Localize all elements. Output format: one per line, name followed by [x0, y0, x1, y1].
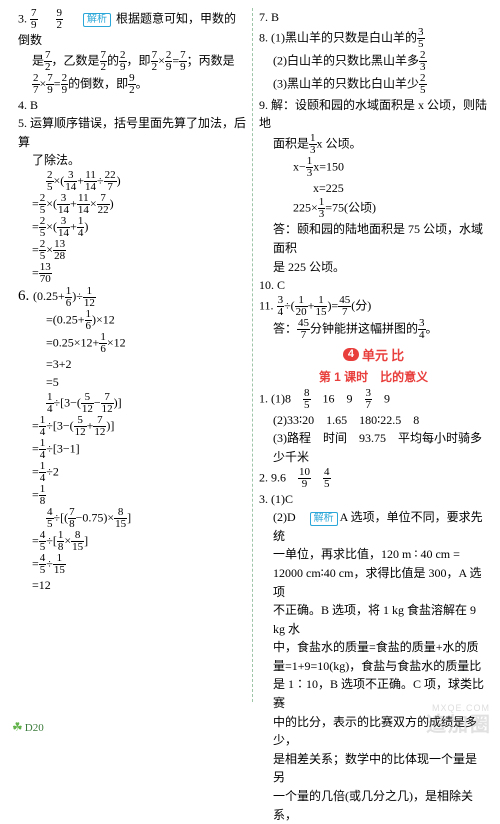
q6-a5: =5	[18, 373, 246, 392]
r-q3-l6: 中，食盐水的质量=食盐的质量+水的质	[259, 638, 488, 657]
r-q3-l10: 是相差关系；数学中的比体现一个量是另	[259, 750, 488, 787]
q10: 10. C	[259, 276, 488, 295]
q6-c4: =12	[18, 576, 246, 595]
q5-s1: 25×(314+1114÷227)	[18, 170, 246, 193]
q5-s2: =25×(314+1114×722)	[18, 193, 246, 216]
q9-l3: 答：颐和园的陆地面积是 75 公顷，水域面积	[259, 220, 488, 257]
q5-s3: =25×(314+14)	[18, 216, 246, 239]
q5-l1: 5. 运算顺序错误，括号里面先算了加法，后算	[18, 114, 246, 151]
footer: ☘ D20	[12, 720, 44, 735]
r-q1-l4: 少千米	[259, 448, 488, 467]
q5-s4: =25×1328	[18, 239, 246, 262]
q9-s1: x−13x=150	[259, 156, 488, 179]
q7: 7. B	[259, 8, 488, 27]
q3-l2: 是72，乙数是72的29，即72×29=79；丙数是	[18, 50, 246, 73]
unit-number: 4	[343, 348, 359, 361]
q3-head: 3. 79 92 解析 根据题意可知，甲数的倒数	[18, 8, 246, 50]
q6-a3: =0.25×12+16×12	[18, 332, 246, 355]
q4: 4. B	[18, 96, 246, 115]
q9-s2: x=225	[259, 179, 488, 198]
q8-1: 8. (1)黑山羊的只数是白山羊的35	[259, 27, 488, 50]
q9-l2: 面积是13x 公顷。	[259, 133, 488, 156]
tag-jiexi: 解析	[83, 13, 111, 27]
r-q3-l2: (2)D 解析A 选项，单位不同，要求先统	[259, 508, 488, 545]
unit-title: 比	[391, 345, 404, 364]
r-q3-l5: 不正确。B 选项，将 1 kg 食盐溶解在 9 kg 水	[259, 601, 488, 638]
q8-3: (3)黑山羊的只数比白山羊少25	[259, 73, 488, 96]
unit-header: 4 单元 比	[259, 341, 488, 366]
q6-a2: =(0.25+16)×12	[18, 309, 246, 332]
q6-c1: 45÷[(78−0.75)×815]	[18, 507, 246, 530]
q6-a1: 6. (0.25+16)÷112	[18, 285, 246, 309]
right-column: 7. B 8. (1)黑山羊的只数是白山羊的35 (2)白山羊的只数比黑山羊多2…	[253, 8, 488, 702]
r-q2: 2. 9.6 109 45	[259, 467, 488, 490]
r-q3-l4: 12000 cm∶40 cm，求得比值是 300，A 选项	[259, 564, 488, 601]
watermark: 追加圈	[426, 708, 492, 737]
q5-s5: =1370	[18, 262, 246, 285]
r-q1-l1: 1. (1)8 85 16 9 37 9	[259, 388, 488, 411]
q11-l1: 11. 34÷(120+115)=457(分)	[259, 295, 488, 318]
q9-l4: 是 225 公顷。	[259, 258, 488, 277]
r-q1-l2: (2)33∶20 1.65 180∶22.5 8	[259, 411, 488, 430]
q6-a4: =3+2	[18, 355, 246, 374]
q6-b5: =18	[18, 484, 246, 507]
q9-s3: 225×13=75(公顷)	[259, 197, 488, 220]
r-q3-l11: 一个量的几倍(或几分之几)，是相除关系，	[259, 787, 488, 824]
q3-l3: 27×79=29的倒数，即92。	[18, 73, 246, 96]
q6-c3: =45÷115	[18, 553, 246, 576]
q6-b1: 14÷[3−(512−712)]	[18, 392, 246, 415]
q8-2: (2)白山羊的只数比黑山羊多23	[259, 50, 488, 73]
unit-word: 单元	[362, 345, 388, 364]
r-q3-l7: 量=1+9=10(kg)，食盐与食盐水的质量比	[259, 657, 488, 676]
lesson-title: 第 1 课时 比的意义	[259, 368, 488, 385]
r-q3-l1: 3. (1)C	[259, 490, 488, 509]
q9-l1: 9. 解：设颐和园的水域面积是 x 公顷，则陆地	[259, 96, 488, 133]
q6-b3: =14÷[3−1]	[18, 438, 246, 461]
left-column: 3. 79 92 解析 根据题意可知，甲数的倒数 是72，乙数是72的29，即7…	[18, 8, 253, 702]
q11-l2: 答：457分钟能拼这幅拼图的34。	[259, 318, 488, 341]
q6-c2: =45÷[18×815]	[18, 530, 246, 553]
r-q3-l3: 一单位，再求比值，120 m ∶ 40 cm =	[259, 545, 488, 564]
r-q1-l3: (3)路程 时间 93.75 平均每小时骑多	[259, 429, 488, 448]
page: 3. 79 92 解析 根据题意可知，甲数的倒数 是72，乙数是72的29，即7…	[0, 0, 500, 710]
q6-b2: =14÷[3−(512+712)]	[18, 415, 246, 438]
tag-jiexi: 解析	[310, 512, 338, 526]
q6-b4: =14÷2	[18, 461, 246, 484]
q5-l2: 了除法。	[18, 151, 246, 170]
leaf-icon: ☘	[12, 720, 23, 735]
page-number: D20	[25, 722, 44, 734]
